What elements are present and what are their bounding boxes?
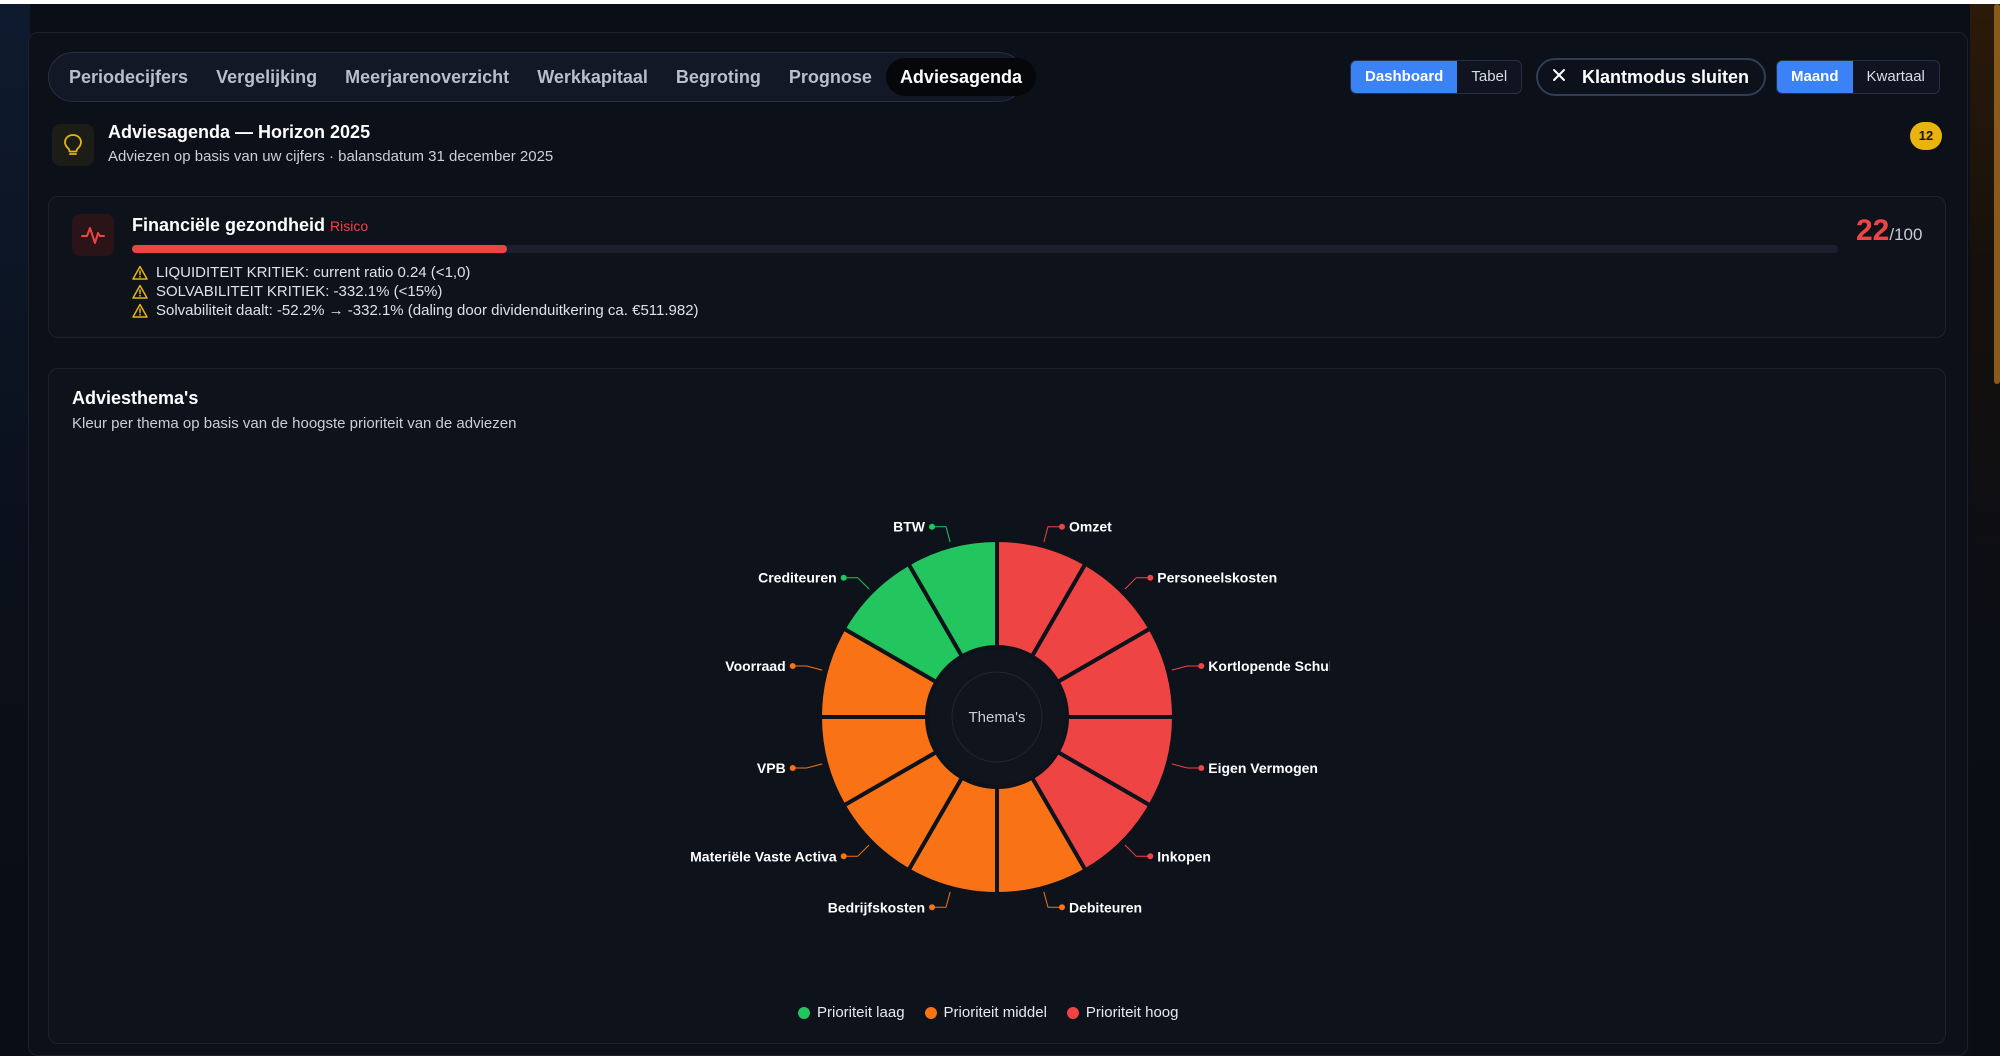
warning-icon <box>132 265 148 280</box>
label-leader-line <box>1124 844 1151 857</box>
slice-label: Materiële Vaste Activa <box>690 848 837 864</box>
month-button[interactable]: Maand <box>1777 61 1853 93</box>
dashboard-button[interactable]: Dashboard <box>1351 61 1458 93</box>
legend-item-middel[interactable]: Prioriteit middel <box>924 1004 1047 1021</box>
view-toggle: Dashboard Tabel <box>1350 60 1523 94</box>
lightbulb-icon <box>52 124 94 166</box>
tab-vergelijking[interactable]: Vergelijking <box>216 67 318 87</box>
legend-item-hoog[interactable]: Prioriteit hoog <box>1066 1004 1179 1021</box>
close-icon <box>1552 68 1566 86</box>
health-score-max: /100 <box>1889 225 1923 244</box>
tab-begroting[interactable]: Begroting <box>675 67 761 87</box>
slice-label: Debiteuren <box>1069 899 1142 915</box>
slice-label: Eigen Vermogen <box>1208 760 1318 776</box>
slice-label: Omzet <box>1069 519 1112 535</box>
tab-periodecijfers[interactable]: Periodecijfers <box>69 67 189 87</box>
label-dot <box>929 904 936 911</box>
warning-item: LIQUIDITEIT KRITIEK: current ratio 0.24 … <box>132 264 470 281</box>
page-title: Adviesagenda — Horizon 2025 <box>108 122 371 142</box>
tab-bar: Periodecijfers Vergelijking Meerjarenove… <box>48 52 1036 102</box>
health-progress-fill <box>132 245 508 253</box>
donut-center-ring <box>951 671 1043 763</box>
slice-label: Bedrijfskosten <box>828 899 925 915</box>
label-leader-line <box>932 526 951 543</box>
label-leader-line <box>843 844 870 857</box>
slice-label: Kortlopende Schul <box>1208 658 1330 674</box>
scrollbar[interactable] <box>1994 4 2000 384</box>
close-client-mode-button[interactable]: Klantmodus sluiten <box>1536 58 1766 96</box>
warning-text: LIQUIDITEIT KRITIEK: current ratio 0.24 … <box>156 264 471 281</box>
themes-title: Adviesthema's <box>72 388 199 408</box>
advice-count-badge: 12 <box>1910 122 1942 150</box>
quarter-button[interactable]: Kwartaal <box>1866 68 1925 85</box>
label-dot <box>929 523 936 530</box>
label-leader-line <box>1171 665 1202 671</box>
tab-adviesagenda[interactable]: Adviesagenda <box>885 58 1036 96</box>
label-leader-line <box>843 577 870 590</box>
themes-donut-chart: Omzet Personeelskosten Kortlopende Schul Ei… <box>690 519 1330 916</box>
health-progress-bar <box>132 245 1838 253</box>
close-client-mode-label: Klantmodus sluiten <box>1582 66 1750 87</box>
label-leader-line <box>932 891 951 908</box>
label-dot <box>840 853 847 860</box>
background-left <box>0 4 30 1056</box>
health-score-value: 22 <box>1856 214 1890 247</box>
label-leader-line <box>1171 763 1202 769</box>
donut-slice-btw[interactable] <box>905 537 999 660</box>
donut-center <box>929 649 1065 785</box>
label-leader-line <box>792 665 823 671</box>
label-dot <box>1198 663 1205 670</box>
label-leader-line <box>1124 577 1151 590</box>
label-leader-line <box>792 763 823 769</box>
label-dot <box>1058 904 1065 911</box>
legend-dot-middel <box>924 1006 937 1019</box>
table-button[interactable]: Tabel <box>1471 68 1508 85</box>
label-leader-line <box>1043 891 1062 908</box>
health-title: Financiële gezondheid <box>132 215 326 235</box>
legend-label-hoog: Prioriteit hoog <box>1085 1004 1179 1021</box>
chart-legend: Prioriteit laag Prioriteit middel Priori… <box>798 1004 1198 1021</box>
tab-prognose[interactable]: Prognose <box>788 67 872 87</box>
legend-label-middel: Prioriteit middel <box>943 1004 1047 1021</box>
slice-label: Personeelskosten <box>1157 570 1277 586</box>
warning-item: SOLVABILITEIT KRITIEK: -332.1% (<15%) <box>132 283 442 300</box>
warning-text: Solvabiliteit daalt: -52.2% → -332.1% (d… <box>156 302 699 319</box>
slice-label: Crediteuren <box>758 570 837 586</box>
warning-item: Solvabiliteit daalt: -52.2% → -332.1% (d… <box>132 302 699 319</box>
page-subtitle: Adviezen op basis van uw cijfers · balan… <box>108 148 554 165</box>
legend-dot-laag <box>798 1006 810 1019</box>
label-dot <box>1058 523 1065 530</box>
label-dot <box>789 663 796 670</box>
legend-item-laag[interactable]: Prioriteit laag <box>798 1004 905 1021</box>
slice-label: BTW <box>893 519 926 535</box>
warning-icon <box>132 284 148 299</box>
tab-werkkapitaal[interactable]: Werkkapitaal <box>537 67 648 87</box>
legend-label-laag: Prioriteit laag <box>817 1004 905 1021</box>
pulse-icon <box>72 214 114 256</box>
label-dot <box>1198 764 1205 771</box>
period-toggle: Maand Kwartaal <box>1776 60 1940 94</box>
legend-dot-hoog <box>1066 1006 1079 1019</box>
top-strip <box>0 0 2000 4</box>
label-dot <box>1147 853 1154 860</box>
label-dot <box>840 574 847 581</box>
tab-meerjarenoverzicht[interactable]: Meerjarenoverzicht <box>345 67 510 87</box>
health-score: 22/100 <box>1856 214 1922 248</box>
warning-text: SOLVABILITEIT KRITIEK: -332.1% (<15%) <box>156 283 443 300</box>
slice-label: Inkopen <box>1157 848 1211 864</box>
slice-label: Voorraad <box>725 658 785 674</box>
warning-icon <box>132 303 148 318</box>
donut-center-label: Thema's <box>968 709 1025 726</box>
slice-label: VPB <box>757 760 786 776</box>
health-card <box>48 196 1946 338</box>
health-status: Risico <box>330 218 369 234</box>
label-dot <box>789 764 796 771</box>
label-dot <box>1147 574 1154 581</box>
themes-subtitle: Kleur per thema op basis van de hoogste … <box>72 415 517 432</box>
label-leader-line <box>1043 526 1062 543</box>
